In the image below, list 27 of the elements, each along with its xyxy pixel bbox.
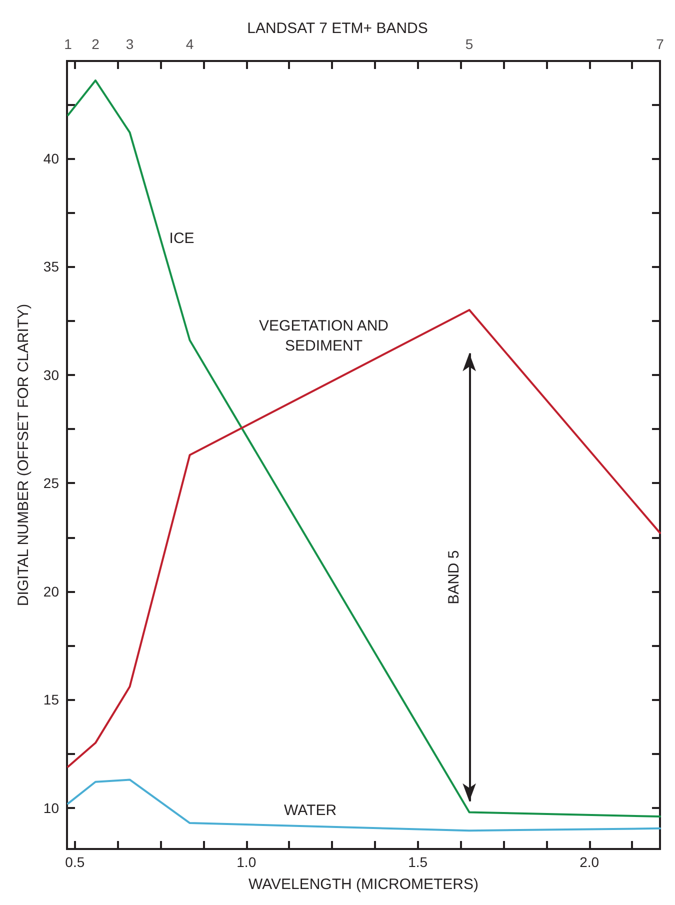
line-series [67, 778, 661, 832]
x-tick-label: 1.0 [236, 854, 256, 870]
x-tick-label: 2.0 [580, 854, 600, 870]
annotation: BAND 5 [445, 550, 462, 604]
text: 1 [64, 36, 72, 52]
text: 2 [92, 36, 100, 52]
y-tick-label: 10 [43, 800, 60, 816]
y-axis-title: DIGITAL NUMBER (OFFSET FOR CLARITY) [15, 304, 32, 606]
series-label: VEGETATION AND SEDIMENT [259, 318, 389, 354]
chart-title: LANDSAT 7 ETM+ BANDS [247, 20, 428, 37]
y-tick-label: 35 [43, 258, 60, 275]
text: 5 [465, 36, 474, 52]
y-tick-label: 15 [43, 692, 60, 708]
line-series [67, 308, 661, 768]
y-tick-label: 20 [43, 583, 60, 600]
x-tick-label: 1.5 [408, 854, 428, 870]
text: 4 [186, 36, 194, 52]
y-tick-label: 40 [43, 150, 60, 166]
x-axis-title: WAVELENGTH (MICROMETERS) [248, 876, 479, 893]
line-series [67, 79, 661, 818]
y-tick-label: 30 [43, 366, 60, 383]
x-tick-label: 0.5 [65, 854, 85, 870]
series-label: ICE [169, 230, 194, 247]
text: 7 [656, 36, 664, 52]
text: 3 [126, 36, 134, 52]
y-tick-label: 25 [43, 475, 60, 492]
series-label: WATER [284, 802, 337, 820]
